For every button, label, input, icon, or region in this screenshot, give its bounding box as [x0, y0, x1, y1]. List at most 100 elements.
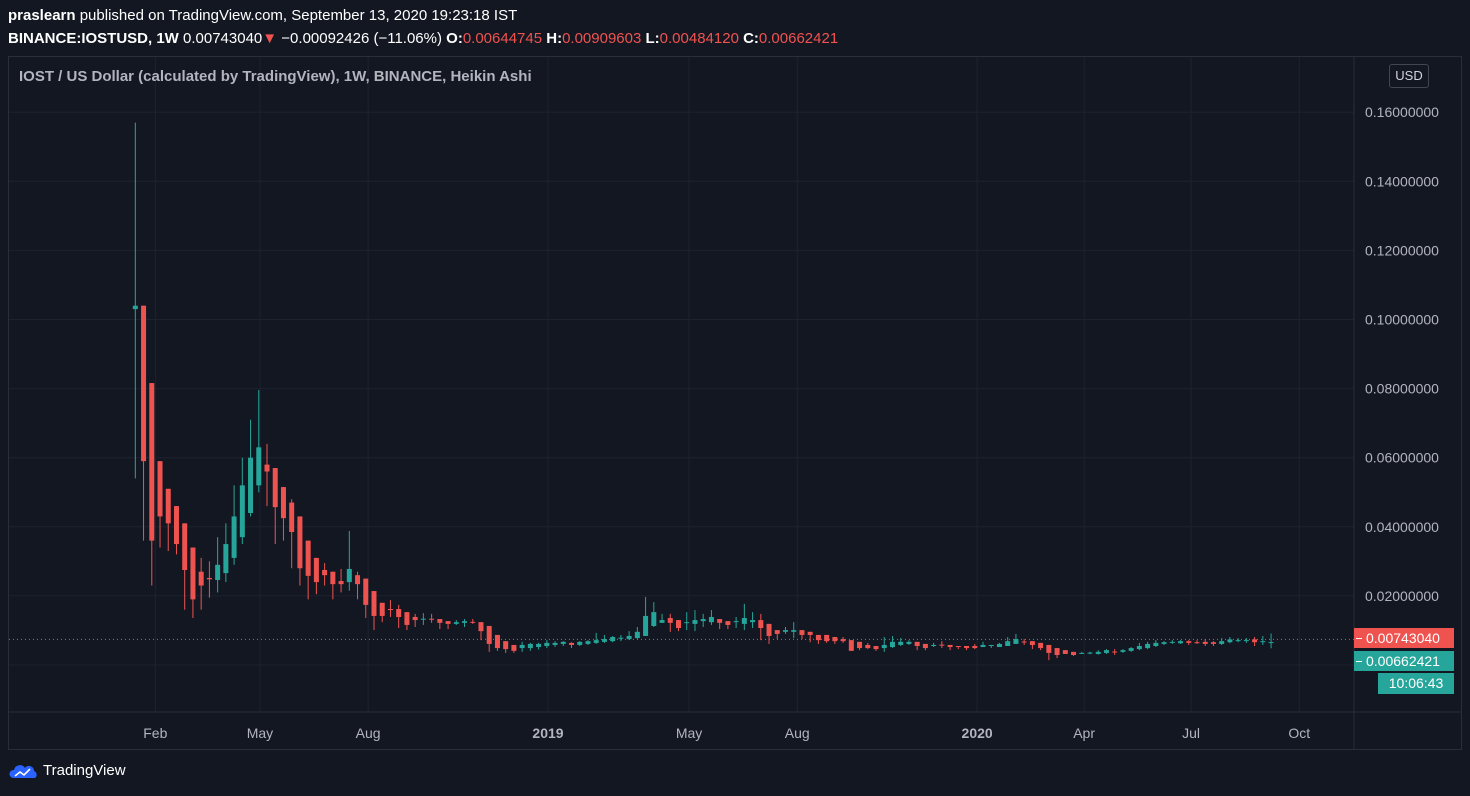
candle-body — [922, 643, 928, 649]
candle-body — [355, 575, 361, 585]
candle-body — [988, 644, 994, 646]
candle-body — [527, 643, 533, 649]
candle-body — [626, 635, 632, 640]
currency-button[interactable]: USD — [1389, 64, 1429, 88]
candle-body — [1227, 639, 1233, 643]
y-tick-label: 0.12000000 — [1365, 242, 1439, 258]
candle-body — [141, 305, 147, 462]
candle-body — [363, 578, 369, 605]
y-tick-label: 0.10000000 — [1365, 312, 1439, 328]
publish-info: praslearn published on TradingView.com, … — [8, 7, 517, 24]
candle-body — [815, 634, 821, 641]
y-tick-label: 0.02000000 — [1365, 588, 1439, 604]
candle-body — [462, 621, 468, 623]
candle-body — [643, 615, 649, 636]
low-value: 0.00484120 — [659, 30, 739, 47]
candle-body — [404, 612, 410, 625]
tradingview-logo[interactable]: TradingView — [9, 762, 126, 779]
candle-body — [766, 623, 772, 636]
candle-body — [667, 618, 673, 623]
candle-body — [1095, 651, 1101, 654]
x-tick-label: May — [247, 725, 273, 741]
y-tick-label: 0.14000000 — [1365, 173, 1439, 189]
bar-countdown: 10:06:43 — [1378, 673, 1454, 694]
candle-body — [313, 557, 319, 583]
candle-body — [931, 644, 937, 646]
candle-body — [198, 571, 204, 586]
candle-body — [1112, 651, 1118, 653]
y-tick-label: 0.16000000 — [1365, 104, 1439, 120]
candle-body — [1243, 640, 1249, 642]
candle-body — [700, 619, 706, 622]
candle-body — [470, 621, 476, 623]
candle-body — [1145, 643, 1151, 649]
candle-body — [503, 641, 509, 650]
x-tick-label: Oct — [1288, 725, 1310, 741]
x-tick-label: Aug — [785, 725, 810, 741]
candle-body — [1029, 641, 1035, 645]
candle-body — [758, 620, 764, 629]
candle-body — [132, 305, 138, 310]
candle-body — [659, 620, 665, 623]
candle-body — [387, 609, 393, 611]
candle-body — [676, 620, 682, 629]
candle-body — [1210, 642, 1216, 644]
ha-close-price-label: 0.00662421 — [1354, 651, 1454, 671]
candle-body — [601, 639, 607, 642]
high-label: H: — [546, 30, 563, 47]
candle-body — [330, 571, 336, 585]
x-tick-label: Aug — [356, 725, 381, 741]
price-change: −0.00092426 (−11.06%) — [281, 30, 442, 47]
candle-body — [1202, 641, 1208, 644]
candle-body — [1087, 652, 1093, 654]
candle-body — [996, 643, 1002, 648]
candle-body — [914, 641, 920, 646]
candle-body — [750, 620, 756, 623]
candle-body — [494, 634, 500, 649]
logo-text: TradingView — [43, 762, 126, 779]
candle-body — [832, 637, 838, 642]
candle-body — [264, 464, 270, 472]
last-price: 0.00743040 — [183, 30, 263, 47]
candle-body — [239, 485, 245, 538]
candle-body — [1128, 648, 1134, 651]
tradingview-cloud-icon — [9, 764, 37, 778]
candle-body — [964, 645, 970, 649]
candle-body — [618, 637, 624, 639]
candle-body — [486, 625, 492, 644]
candle-body — [898, 641, 904, 645]
candle-body — [289, 502, 295, 532]
candle-body — [272, 468, 278, 508]
candle-body — [939, 644, 945, 646]
candle-body — [1062, 650, 1068, 654]
symbol: BINANCE:IOSTUSD, 1W — [8, 30, 179, 47]
candle-body — [149, 383, 155, 541]
candle-body — [190, 547, 196, 600]
candle-body — [585, 641, 591, 644]
x-tick-label: Apr — [1073, 725, 1095, 741]
candle-body — [684, 622, 690, 624]
close-value: 0.00662421 — [758, 30, 839, 47]
candle-body — [717, 619, 723, 623]
candle-body — [799, 630, 805, 635]
candle-body — [223, 544, 229, 574]
candle-body — [774, 630, 780, 634]
candle-body — [807, 631, 813, 635]
candle-body — [569, 642, 575, 645]
author[interactable]: praslearn — [8, 7, 76, 24]
candle-body — [173, 506, 179, 545]
candle-body — [396, 609, 402, 617]
candle-body — [519, 644, 525, 649]
chart-pane — [8, 56, 1462, 750]
candle-body — [420, 618, 426, 620]
candle-body — [1153, 642, 1159, 646]
candle-body — [1013, 639, 1019, 644]
candle-body — [412, 616, 418, 621]
candle-body — [1169, 641, 1175, 643]
candle-body — [741, 618, 747, 624]
candle-body — [980, 644, 986, 648]
candle-body — [453, 622, 459, 624]
candle-body — [552, 642, 558, 645]
candle-body — [437, 619, 443, 623]
